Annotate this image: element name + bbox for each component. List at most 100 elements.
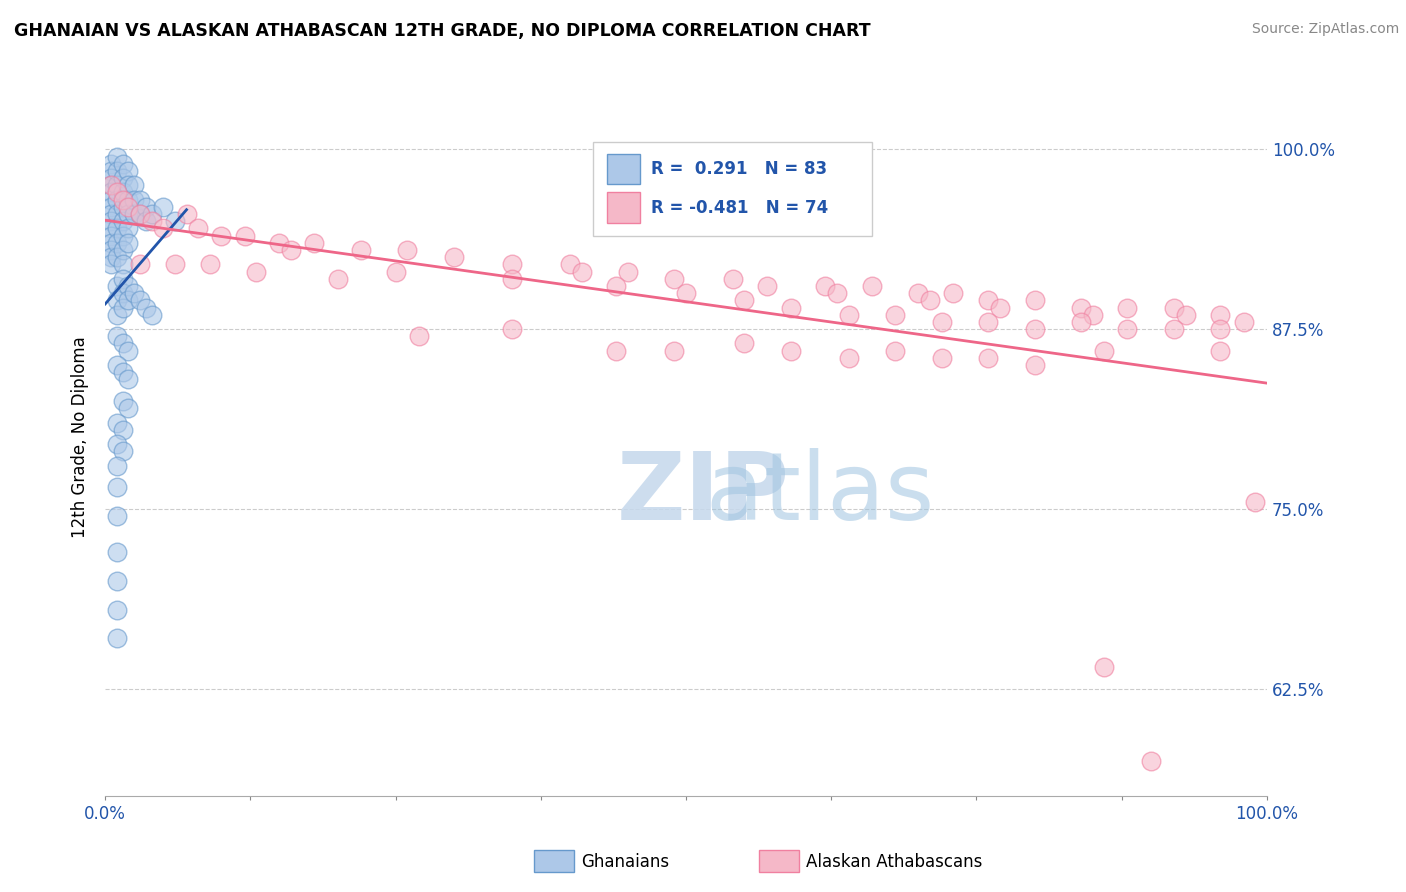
- Point: [122, 178, 145, 193]
- Point: [141, 214, 163, 228]
- Text: ZIP: ZIP: [616, 449, 789, 541]
- FancyBboxPatch shape: [607, 193, 640, 223]
- Point: [269, 235, 291, 250]
- Point: [117, 279, 139, 293]
- Point: [111, 336, 134, 351]
- Point: [1209, 343, 1232, 358]
- Point: [838, 351, 860, 365]
- Point: [1024, 293, 1046, 308]
- Point: [100, 250, 122, 264]
- Point: [1092, 343, 1115, 358]
- Point: [100, 171, 122, 186]
- Point: [122, 207, 145, 221]
- Point: [117, 193, 139, 207]
- Point: [907, 286, 929, 301]
- Point: [111, 186, 134, 200]
- Point: [977, 351, 1000, 365]
- Point: [1116, 322, 1139, 336]
- Point: [664, 272, 686, 286]
- Point: [117, 164, 139, 178]
- Point: [122, 286, 145, 301]
- Point: [105, 545, 128, 559]
- Point: [105, 358, 128, 372]
- Point: [384, 264, 406, 278]
- Point: [105, 509, 128, 524]
- Point: [100, 228, 122, 243]
- Point: [111, 193, 134, 207]
- Point: [105, 221, 128, 235]
- Point: [884, 308, 907, 322]
- Point: [501, 322, 523, 336]
- Point: [105, 437, 128, 451]
- Point: [105, 416, 128, 430]
- Point: [100, 164, 122, 178]
- Point: [111, 301, 134, 315]
- Point: [501, 272, 523, 286]
- Point: [111, 394, 134, 409]
- Point: [838, 308, 860, 322]
- Point: [605, 279, 627, 293]
- Point: [733, 293, 755, 308]
- Point: [117, 221, 139, 235]
- Point: [176, 207, 198, 221]
- Point: [117, 401, 139, 416]
- Point: [100, 243, 122, 257]
- Point: [1092, 660, 1115, 674]
- Point: [918, 293, 941, 308]
- Point: [1163, 322, 1185, 336]
- Point: [111, 243, 134, 257]
- Point: [105, 279, 128, 293]
- Point: [105, 632, 128, 646]
- Point: [304, 235, 326, 250]
- Point: [117, 178, 139, 193]
- Point: [105, 574, 128, 588]
- Point: [756, 279, 779, 293]
- Point: [664, 343, 686, 358]
- Point: [152, 200, 174, 214]
- Point: [111, 272, 134, 286]
- Point: [1209, 322, 1232, 336]
- Text: Alaskan Athabascans: Alaskan Athabascans: [806, 853, 981, 871]
- Point: [100, 257, 122, 271]
- Point: [884, 343, 907, 358]
- Point: [675, 286, 697, 301]
- Point: [105, 458, 128, 473]
- Point: [135, 214, 157, 228]
- FancyBboxPatch shape: [593, 142, 872, 235]
- Text: Source: ZipAtlas.com: Source: ZipAtlas.com: [1251, 22, 1399, 37]
- Point: [111, 214, 134, 228]
- Point: [825, 286, 848, 301]
- Text: Ghanaians: Ghanaians: [581, 853, 669, 871]
- Point: [111, 157, 134, 171]
- Point: [129, 293, 152, 308]
- Point: [443, 250, 465, 264]
- Point: [1024, 322, 1046, 336]
- Point: [1116, 301, 1139, 315]
- Point: [100, 186, 122, 200]
- Point: [779, 343, 801, 358]
- Point: [122, 193, 145, 207]
- Point: [326, 272, 349, 286]
- Point: [105, 480, 128, 494]
- Point: [111, 228, 134, 243]
- Point: [117, 207, 139, 221]
- Point: [988, 301, 1011, 315]
- Point: [141, 207, 163, 221]
- Point: [111, 257, 134, 271]
- Point: [105, 293, 128, 308]
- Point: [1081, 308, 1104, 322]
- Point: [860, 279, 883, 293]
- Point: [117, 293, 139, 308]
- Point: [1174, 308, 1197, 322]
- Point: [233, 228, 256, 243]
- Point: [942, 286, 965, 301]
- Point: [100, 178, 122, 193]
- Point: [105, 164, 128, 178]
- Point: [152, 221, 174, 235]
- Point: [605, 343, 627, 358]
- Point: [129, 193, 152, 207]
- Point: [779, 301, 801, 315]
- Point: [396, 243, 419, 257]
- Point: [105, 149, 128, 163]
- Point: [100, 214, 122, 228]
